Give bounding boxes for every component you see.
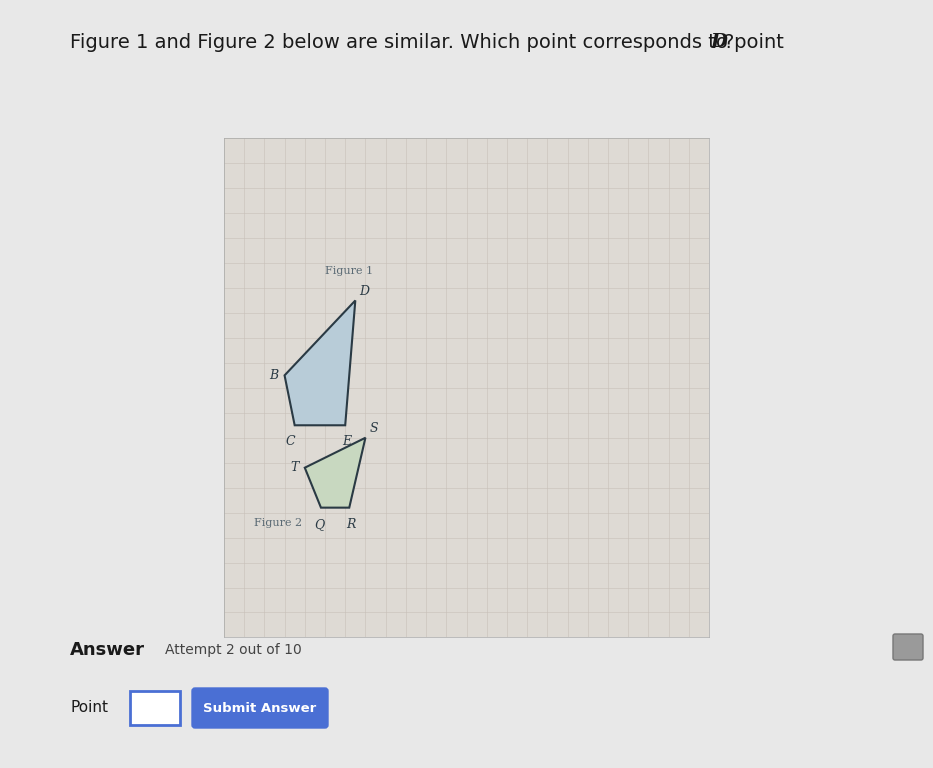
FancyBboxPatch shape xyxy=(192,688,328,728)
Text: Submit Answer: Submit Answer xyxy=(203,701,316,714)
Text: D: D xyxy=(359,285,369,298)
Polygon shape xyxy=(305,438,366,508)
Text: Figure 1: Figure 1 xyxy=(325,266,373,276)
Text: Figure 2: Figure 2 xyxy=(254,518,302,528)
Text: Answer: Answer xyxy=(70,641,145,659)
Text: B: B xyxy=(270,369,278,382)
Text: Q: Q xyxy=(313,518,324,531)
Text: C: C xyxy=(285,435,296,449)
Text: Point: Point xyxy=(70,700,108,716)
Text: S: S xyxy=(369,422,378,435)
Text: Attempt 2 out of 10: Attempt 2 out of 10 xyxy=(165,643,301,657)
Text: T: T xyxy=(290,462,299,474)
FancyBboxPatch shape xyxy=(893,634,923,660)
Polygon shape xyxy=(285,300,355,425)
Text: ?: ? xyxy=(724,33,734,52)
Text: R: R xyxy=(346,518,356,531)
FancyBboxPatch shape xyxy=(130,691,180,725)
Text: E: E xyxy=(342,435,352,449)
Text: D: D xyxy=(710,33,727,51)
Text: Figure 1 and Figure 2 below are similar. Which point corresponds to point: Figure 1 and Figure 2 below are similar.… xyxy=(70,33,790,52)
